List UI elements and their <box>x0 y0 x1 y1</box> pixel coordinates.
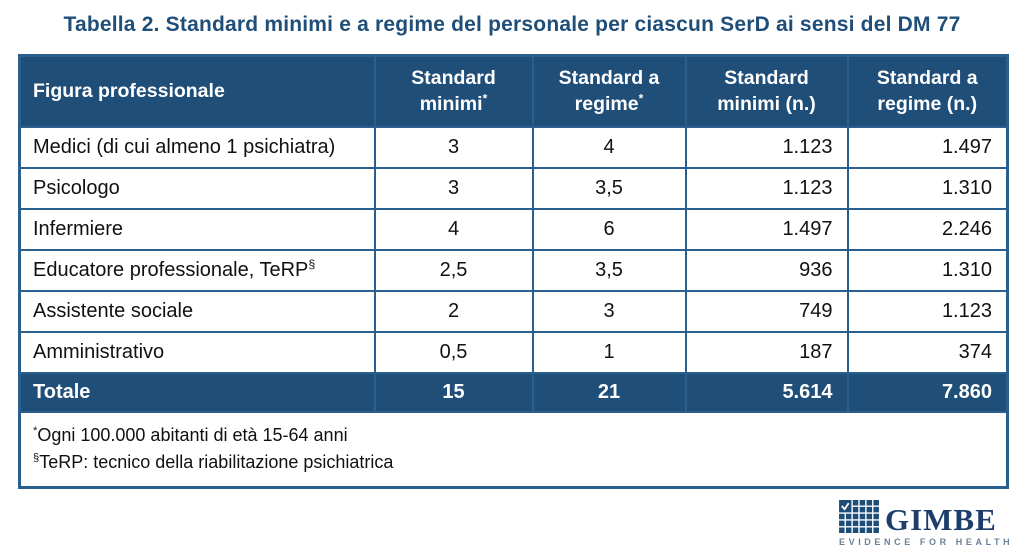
cell-label: Assistente sociale <box>18 289 376 333</box>
cell-value: 3 <box>531 289 687 333</box>
cell-value: 1.497 <box>684 207 849 251</box>
cell-value: 1.310 <box>846 166 1009 210</box>
cell-value: 374 <box>846 330 1009 374</box>
cell-label: Amministrativo <box>18 330 376 374</box>
table-row-educatore: Educatore professionale, TeRP§ 2,5 3,5 9… <box>18 248 1009 292</box>
gimbe-logo-mark-icon <box>839 500 879 533</box>
cell-label: Infermiere <box>18 207 376 251</box>
cell-value: 2 <box>373 289 534 333</box>
cell-value: 3 <box>373 125 534 169</box>
gimbe-logo-top: GIMBE <box>839 500 1009 537</box>
table-caption: Tabella 2. Standard minimi e a regime de… <box>63 13 961 36</box>
cell-value: 1.123 <box>846 289 1009 333</box>
cell-value: 2.246 <box>846 207 1009 251</box>
cell-value: 1 <box>531 330 687 374</box>
cell-label: Psicologo <box>18 166 376 210</box>
footnotes-cell: *Ogni 100.000 abitanti di età 15-64 anni… <box>18 410 1009 488</box>
total-value: 5.614 <box>684 371 849 413</box>
gimbe-logo-tagline: EVIDENCE FOR HEALTH <box>839 537 1014 547</box>
cell-value: 1.310 <box>846 248 1009 292</box>
cell-value: 0,5 <box>373 330 534 374</box>
cell-value: 3 <box>373 166 534 210</box>
cell-value: 187 <box>684 330 849 374</box>
footnote-asterisk: *Ogni 100.000 abitanti di età 15-64 anni <box>33 424 348 445</box>
cell-value: 4 <box>373 207 534 251</box>
table-row-psicologo: Psicologo 3 3,5 1.123 1.310 <box>18 166 1009 210</box>
cell-value: 936 <box>684 248 849 292</box>
gimbe-logo-wordmark: GIMBE <box>885 501 997 537</box>
cell-value: 2,5 <box>373 248 534 292</box>
cell-value: 749 <box>684 289 849 333</box>
col-header-standard-a-regime-n: Standard a regime (n.) <box>846 54 1009 128</box>
col-header-standard-minimi: Standard minimi* <box>373 54 534 128</box>
total-label: Totale <box>18 371 376 413</box>
table-footnotes-row: *Ogni 100.000 abitanti di età 15-64 anni… <box>18 410 1009 488</box>
table-row-assistente-sociale: Assistente sociale 2 3 749 1.123 <box>18 289 1009 333</box>
table-row-infermiere: Infermiere 4 6 1.497 2.246 <box>18 207 1009 251</box>
col-header-figura-professionale: Figura professionale <box>18 54 376 128</box>
footnote-section-sign: §TeRP: tecnico della riabilitazione psic… <box>33 451 394 472</box>
table-row-totale: Totale 15 21 5.614 7.860 <box>18 371 1009 413</box>
table-header-row: Figura professionale Standard minimi* St… <box>18 54 1009 128</box>
col-header-standard-a-regime: Standard a regime* <box>531 54 687 128</box>
table-row-amministrativo: Amministrativo 0,5 1 187 374 <box>18 330 1009 374</box>
cell-label: Educatore professionale, TeRP§ <box>18 248 376 292</box>
total-value: 15 <box>373 371 534 413</box>
gimbe-logo: GIMBE EVIDENCE FOR HEALTH <box>839 500 1014 547</box>
serd-standards-table: Figura professionale Standard minimi* St… <box>18 54 1009 489</box>
cell-value: 6 <box>531 207 687 251</box>
cell-value: 1.123 <box>684 125 849 169</box>
total-value: 21 <box>531 371 687 413</box>
cell-value: 1.123 <box>684 166 849 210</box>
cell-value: 3,5 <box>531 248 687 292</box>
col-header-standard-minimi-n: Standard minimi (n.) <box>684 54 849 128</box>
cell-value: 1.497 <box>846 125 1009 169</box>
total-value: 7.860 <box>846 371 1009 413</box>
cell-value: 4 <box>531 125 687 169</box>
cell-label: Medici (di cui almeno 1 psichiatra) <box>18 125 376 169</box>
cell-value: 3,5 <box>531 166 687 210</box>
table-row-medici: Medici (di cui almeno 1 psichiatra) 3 4 … <box>18 125 1009 169</box>
